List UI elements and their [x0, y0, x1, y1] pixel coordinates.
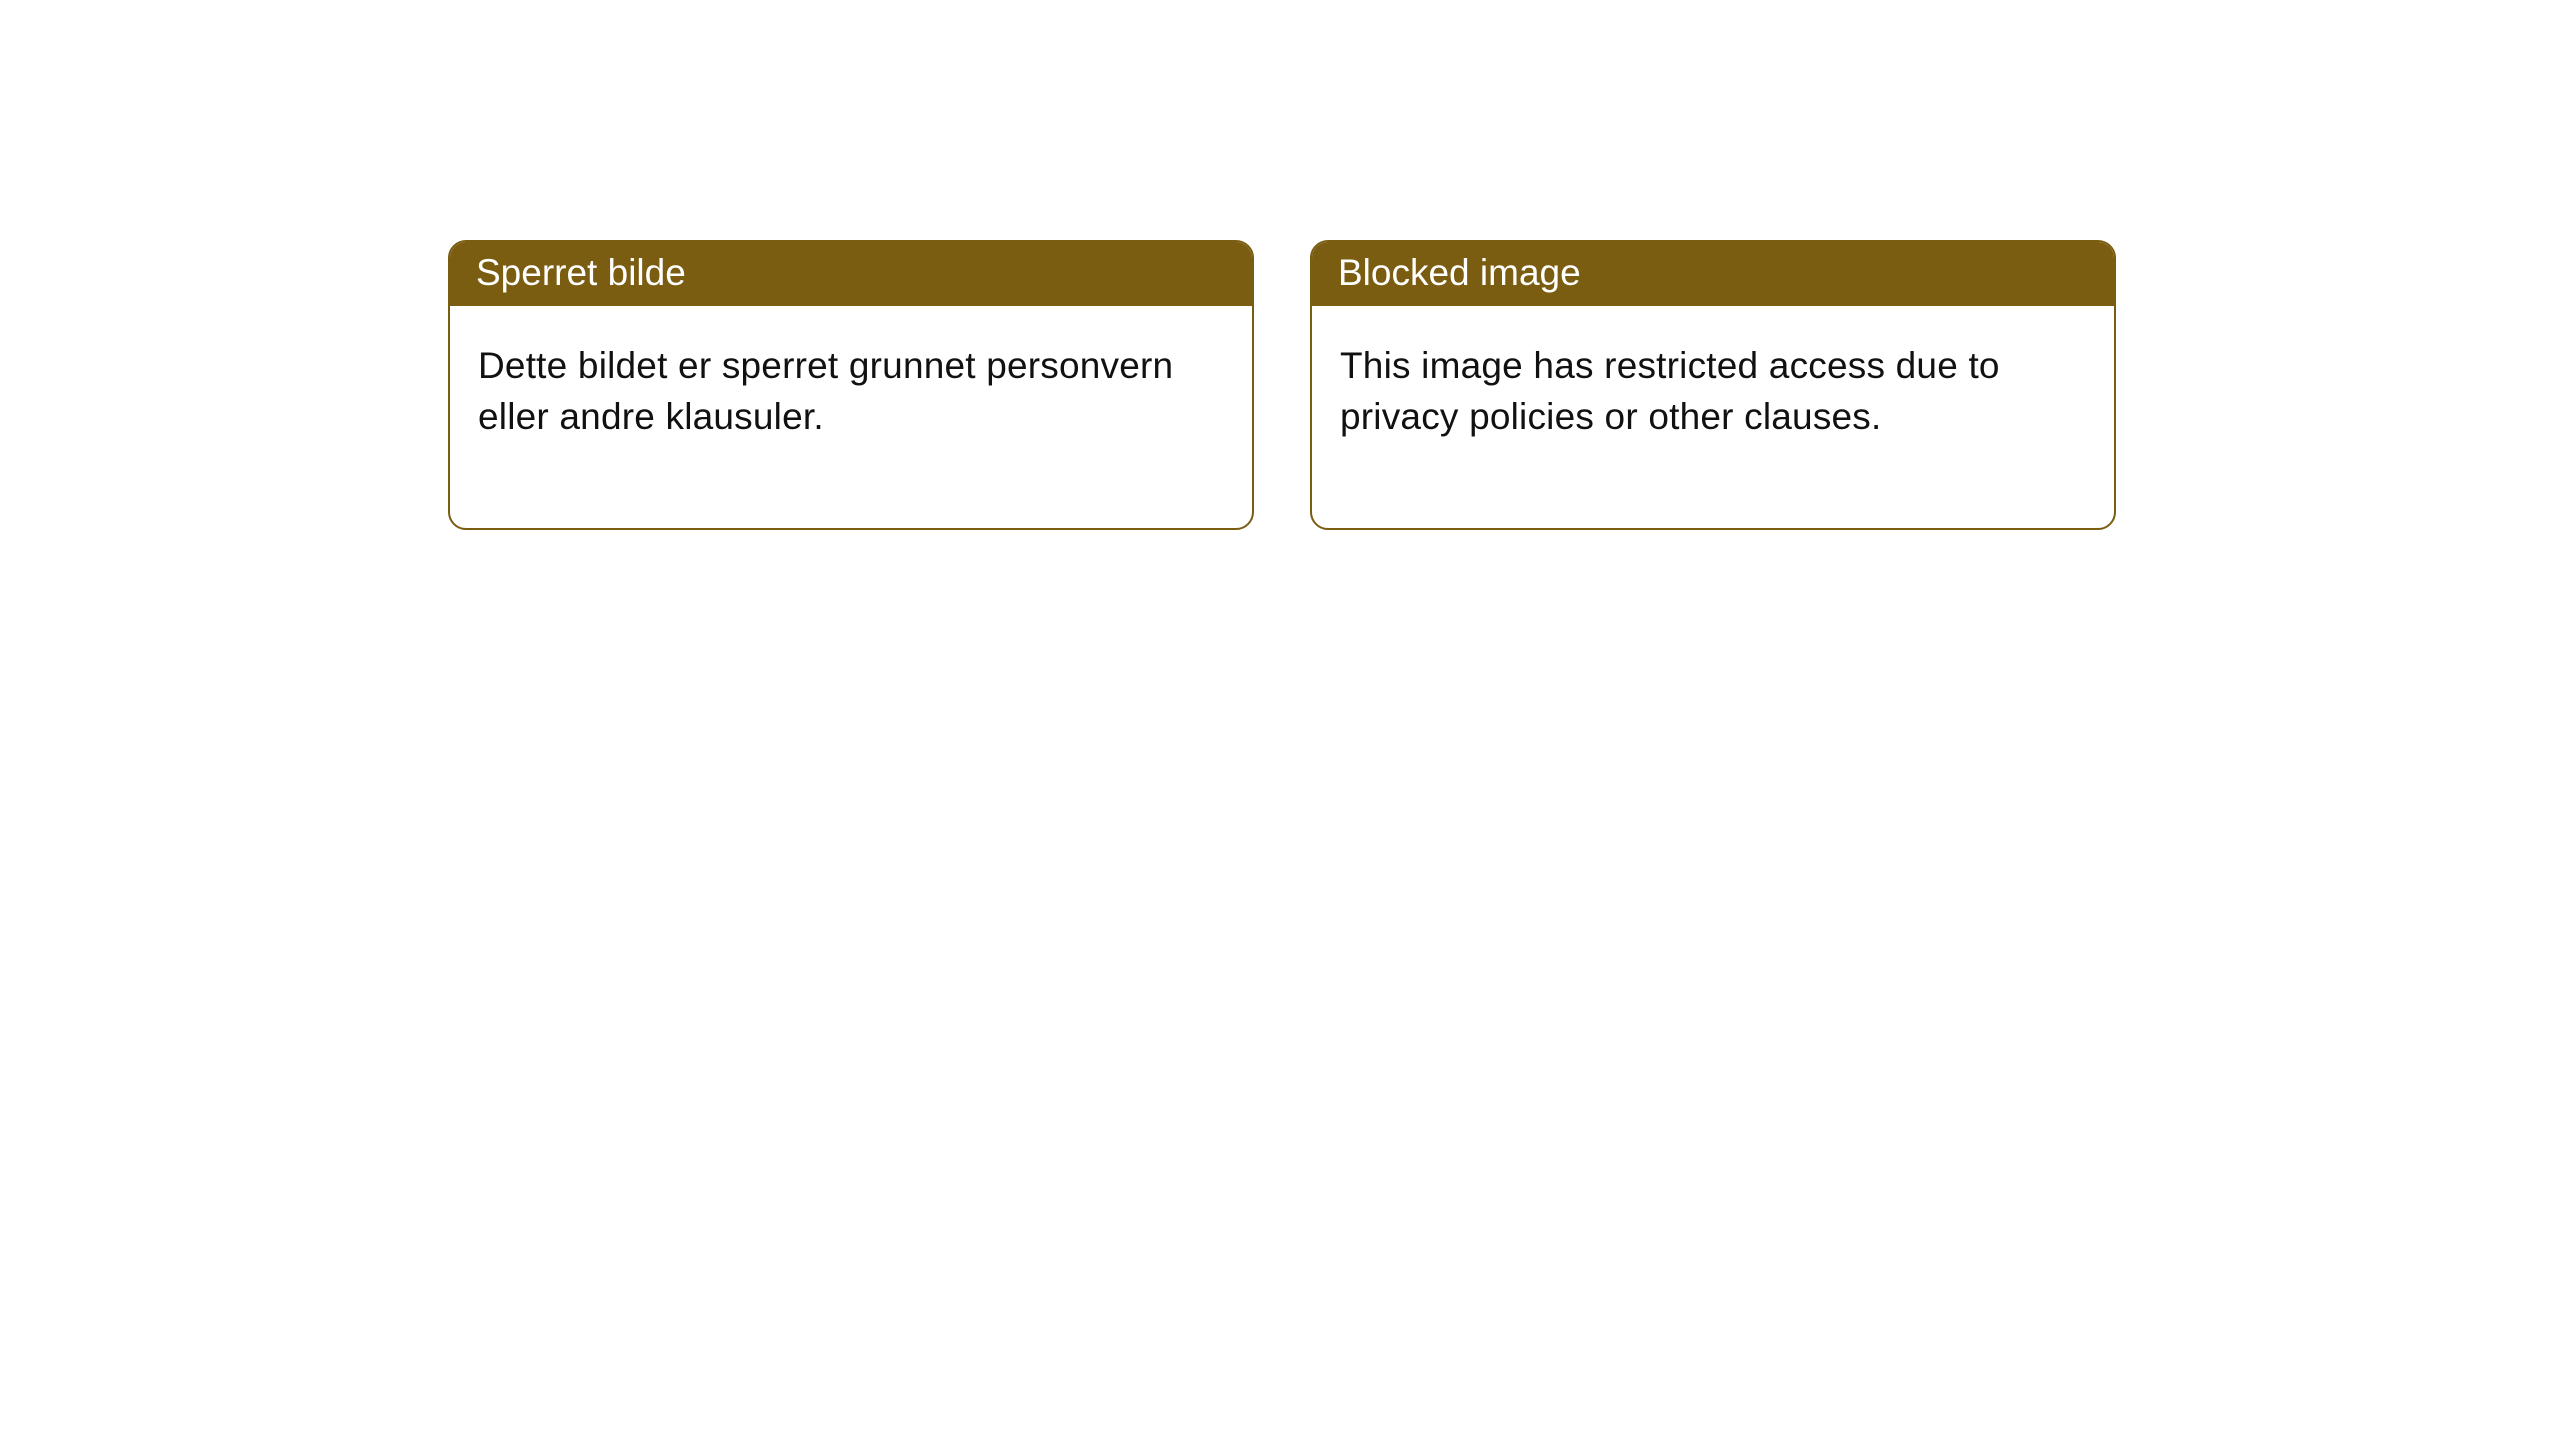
notice-body-english: This image has restricted access due to … [1312, 306, 2114, 528]
notice-container: Sperret bilde Dette bildet er sperret gr… [0, 0, 2560, 530]
notice-title-norwegian: Sperret bilde [450, 242, 1252, 306]
notice-card-english: Blocked image This image has restricted … [1310, 240, 2116, 530]
notice-card-norwegian: Sperret bilde Dette bildet er sperret gr… [448, 240, 1254, 530]
notice-body-norwegian: Dette bildet er sperret grunnet personve… [450, 306, 1252, 528]
notice-title-english: Blocked image [1312, 242, 2114, 306]
